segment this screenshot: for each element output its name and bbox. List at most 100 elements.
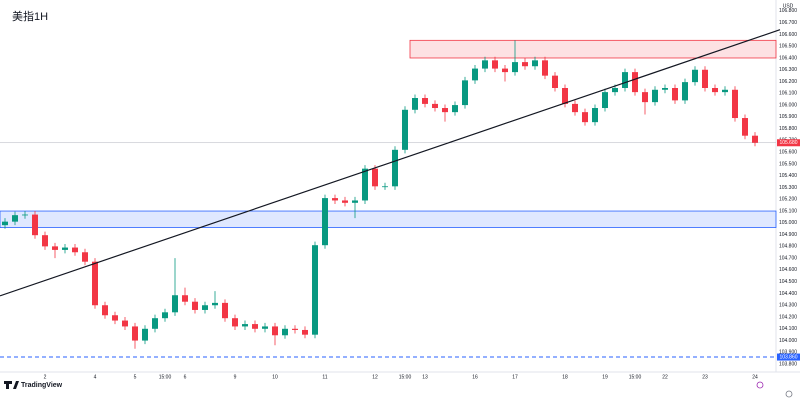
candle-body [572,103,578,113]
zone [0,210,777,228]
support-label-bg [777,353,800,361]
candle-body [532,60,538,67]
candle-body [272,326,278,336]
candle-body [492,60,498,69]
candle-body [602,92,608,109]
candle-body [212,302,218,306]
y-tick-label: 104.600 [779,267,797,273]
candle-body [12,215,18,222]
y-tick-label: 104.000 [779,338,797,344]
candle-body [82,252,88,262]
candle-body [342,200,348,203]
candle-body [462,80,468,106]
x-tick-label: 17 [512,374,518,380]
y-tick-label: 106.400 [779,55,797,61]
candle-body [112,315,118,321]
candle-body [512,62,518,73]
candle-body [432,103,438,109]
logo-text: TradingView [21,382,63,389]
candle-body [522,62,528,67]
candle-body [362,168,368,201]
x-tick-label: 15:00 [399,374,412,380]
candle-body [392,149,398,187]
candle-body [22,214,28,216]
candle-body [102,305,108,316]
settings-icon[interactable] [785,390,793,398]
currency: USD [783,3,794,9]
candle-body [722,89,728,93]
candle-body [542,60,548,76]
candle-body [702,69,708,89]
candle-body [292,328,298,330]
candle-body [262,326,268,329]
x-tick-label: 19 [602,374,608,380]
candle-body [422,98,428,104]
candle-body [642,92,648,103]
y-tick-label: 105.900 [779,114,797,120]
event-icon[interactable] [756,381,764,389]
support-label: 103.860 [779,354,797,360]
x-tick-label: 11 [322,374,327,380]
y-tick-label: 105.600 [779,150,797,156]
y-tick-label: 106.700 [779,20,797,26]
candle-body [122,320,128,327]
x-tick-label: 6 [184,374,187,380]
candle-body [652,89,658,103]
candle-body [672,88,678,101]
logo: TradingView [4,381,63,389]
candle-body [692,69,698,83]
candle-body [712,88,718,93]
y-tick-label: 104.500 [779,279,797,285]
zone [409,39,777,59]
y-tick-label: 105.400 [779,173,797,179]
candle-body [502,68,508,73]
candle-body [52,246,58,250]
candle-body [592,108,598,123]
logo-icon [4,381,19,389]
x-tick-label: 15:00 [629,374,642,380]
y-tick-label: 106.500 [779,44,797,50]
x-tick-label: 15:00 [159,374,172,380]
x-tick-label: 18 [562,374,568,380]
candle-body [72,247,78,253]
candle-body [222,302,228,319]
candle-body [152,318,158,329]
x-tick-label: 4 [94,374,97,380]
x-tick-label: 9 [234,374,237,380]
y-tick-label: 103.800 [779,361,797,367]
last-price-label-bg [777,139,800,147]
candle-body [282,328,288,336]
candle-body [92,261,98,306]
candle-body [402,109,408,150]
candle-body [382,186,388,188]
candle-body [562,88,568,104]
candle-body [252,324,258,329]
candle-body [472,68,478,81]
x-tick-label: 12 [372,374,378,380]
x-tick-label: 10 [272,374,278,380]
candle-body [132,326,138,341]
x-tick-label: 16 [472,374,478,380]
y-tick-label: 104.300 [779,303,797,309]
candle-body [172,295,178,313]
x-tick-label: 22 [662,374,668,380]
candle-body [682,82,688,101]
candle-body [192,301,198,310]
candle-body [302,329,308,335]
candle-body [202,305,208,310]
candle-body [732,89,738,119]
y-tick-label: 106.300 [779,67,797,73]
candle-body [2,221,8,226]
candle-body [312,245,318,335]
candle-body [232,318,238,327]
y-tick-label: 105.000 [779,220,797,226]
y-tick-label: 105.200 [779,197,797,203]
candle-body [412,98,418,110]
candle-body [162,312,168,319]
candle-body [32,214,38,236]
y-tick-label: 106.100 [779,91,797,97]
candle-body [372,168,378,187]
trendline [0,29,781,297]
